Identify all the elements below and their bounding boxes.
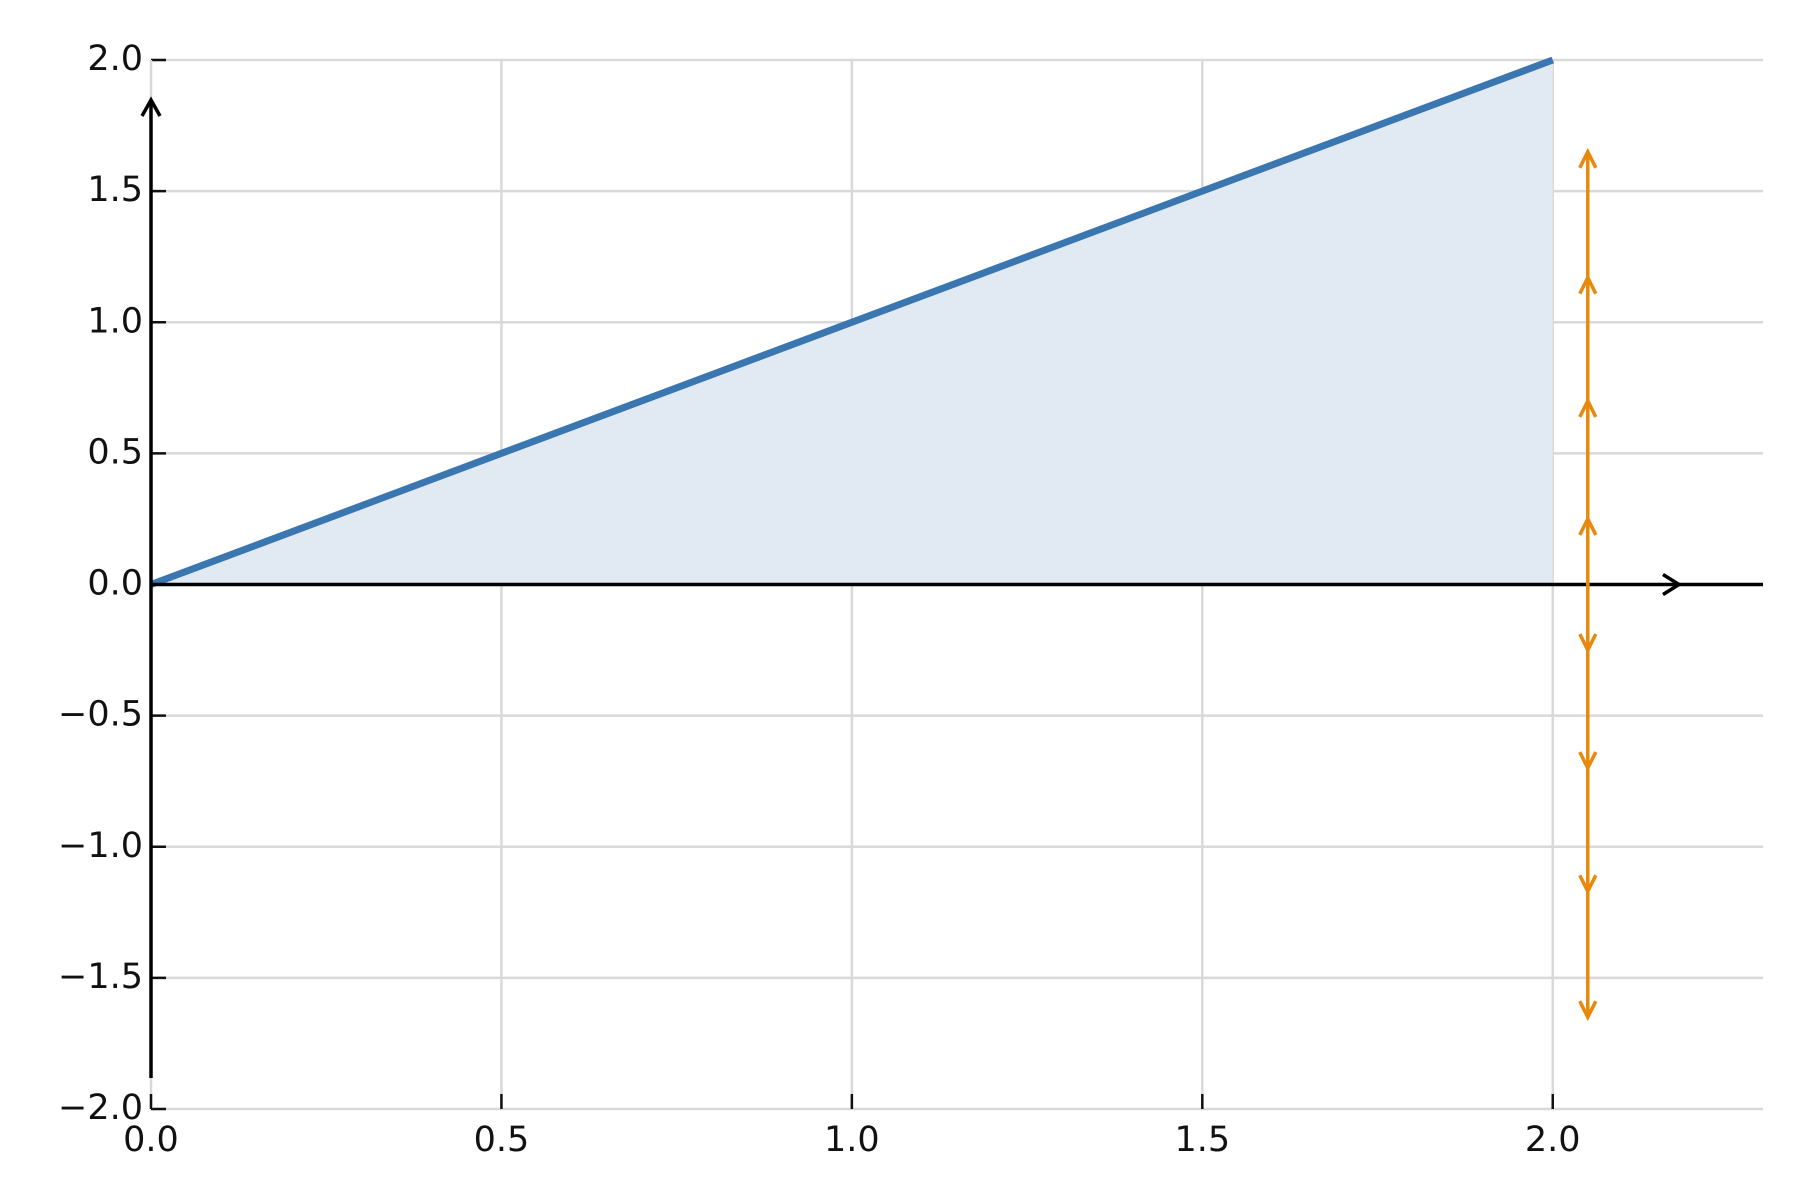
x-tick-label: 1.5 (1174, 1120, 1230, 1160)
line (149, 56, 1554, 588)
x-tick-label: 2.0 (1525, 1120, 1581, 1160)
arrow-head-up (1578, 397, 1598, 418)
y-tick-label: −1.0 (58, 826, 143, 866)
arrow-head-down (1578, 874, 1598, 896)
y-tick-label: 1.0 (87, 301, 143, 341)
x-axis-arrow (1662, 573, 1683, 596)
x-tick-label: 0.0 (123, 1120, 179, 1160)
arrow-head-up (1578, 515, 1598, 536)
x-tick-label: 0.5 (474, 1120, 530, 1160)
arrow-head-down (1578, 1000, 1598, 1022)
arrow-head-down (1578, 633, 1598, 654)
y-tick-label: −0.5 (58, 695, 143, 735)
arrow-head-up (1578, 273, 1598, 295)
y-tick-label: −1.5 (58, 957, 143, 997)
y-tick-label: 0.5 (87, 432, 143, 472)
y-tick-label: 0.0 (87, 564, 143, 604)
y-tick-label: 2.0 (87, 39, 143, 79)
y-tick-label: 1.5 (87, 170, 143, 210)
arrow-head-down (1578, 751, 1598, 772)
y-tick-label: −2.0 (58, 1088, 143, 1128)
arrow-head-up (1578, 147, 1598, 169)
x-tick-label: 1.0 (824, 1120, 880, 1160)
y-axis-arrow (140, 96, 162, 117)
